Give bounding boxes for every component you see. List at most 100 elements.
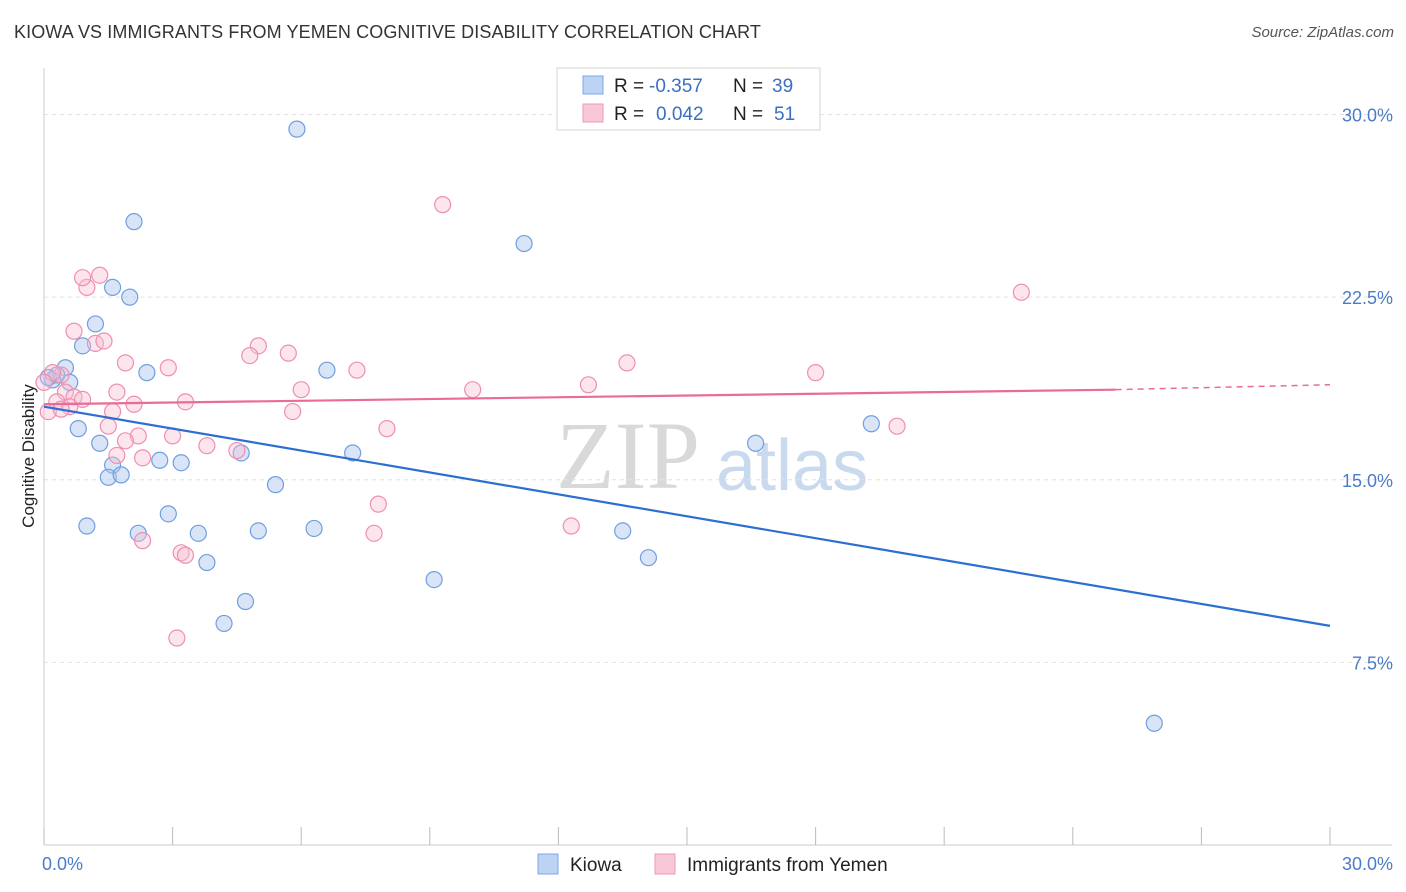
yemen-point-44 [133,532,152,550]
yemen-point-8 [249,337,267,355]
legend-n-value-kiowa: 39 [772,76,793,97]
yemen-point-7 [95,332,113,350]
legend-r-value-kiowa: -0.357 [649,76,703,97]
yemen-point-5 [65,322,83,340]
kiowa-point-26 [159,505,177,523]
y-tick-label-1: 15.0% [1342,471,1393,491]
x-tick-label-min: 0.0% [42,854,83,874]
kiowa-point-10 [138,364,156,382]
watermark-atlas: atlas [716,426,868,506]
kiowa-point-4 [121,288,139,306]
yemen-point-19 [464,381,482,399]
legend-r-value-yemen: 0.042 [656,104,704,125]
yemen-point-30 [284,402,302,421]
yemen-point-36 [198,437,216,455]
yemen-point-17 [806,364,825,382]
yemen-point-33 [129,427,147,445]
kiowa-point-11 [318,361,336,379]
kiowa-point-13 [69,420,87,438]
trend-lines [43,384,1331,627]
yemen-point-12 [43,364,62,382]
yemen-point-0 [434,196,452,214]
legend-r-label-kiowa: R = [614,76,644,97]
y-axis-label: Cognitive Disability [19,384,38,528]
yemen-point-10 [279,344,297,362]
bottom-legend-swatch-yemen [654,853,676,875]
kiowa-point-17 [112,466,130,484]
kiowa-point-0 [288,120,306,138]
yemen-point-48 [35,373,53,391]
kiowa-point-37 [1145,714,1163,732]
kiowa-point-3 [103,278,122,297]
kiowa-point-14 [91,434,109,452]
kiowa-point-29 [249,522,267,540]
kiowa-point-1 [125,213,143,231]
yemen-point-31 [378,420,396,438]
legend-n-label-yemen: N = [733,104,763,125]
yemen-point-26 [125,395,143,413]
kiowa-point-28 [189,524,207,542]
kiowa-point-34 [639,549,658,567]
kiowa-point-5 [86,315,105,333]
kiowa-point-33 [425,570,443,589]
kiowa-point-32 [198,553,216,572]
gridlines [44,114,1392,663]
watermark-zip: ZIP [556,402,700,509]
y-tick-label-0: 7.5% [1352,653,1393,673]
yemen-point-49 [73,390,92,409]
legend-box: R = -0.357 N = 39 R = 0.042 N = 51 [556,67,821,131]
yemen-point-9 [241,346,259,365]
yemen-point-32 [99,417,117,435]
bottom-legend: Kiowa Immigrants from Yemen [537,853,888,876]
x-tick-label-max: 30.0% [1342,854,1393,874]
legend-swatch-kiowa [582,75,604,95]
x-tick-labels: 0.0% 30.0% [42,854,1393,874]
yemen-point-16 [618,354,636,372]
y-tick-labels: 7.5% 15.0% 22.5% 30.0% [1342,106,1393,674]
yemen-point-38 [133,449,152,467]
kiowa-point-16 [99,468,117,486]
yemen-point-35 [116,432,135,450]
kiowa-point-18 [151,451,169,469]
yemen-point-20 [292,381,310,399]
kiowa-point-2 [515,234,533,253]
legend-r-label-yemen: R = [614,104,644,125]
yemen-point-2 [78,278,96,297]
chart-title: KIOWA VS IMMIGRANTS FROM YEMEN COGNITIVE… [14,22,761,42]
axes [43,68,1392,846]
bottom-legend-label-kiowa: Kiowa [570,855,622,876]
kiowa-point-35 [236,592,255,611]
yemen-point-46 [176,546,195,564]
kiowa-point-21 [344,444,362,462]
yemen-point-37 [228,441,246,460]
yemen-point-41 [369,495,387,513]
kiowa-point-31 [614,522,632,540]
kiowa-point-25 [78,517,96,535]
kiowa-point-23 [862,415,880,433]
kiowa-point-36 [215,614,233,633]
yemen-point-25 [108,383,126,401]
yemen-point-40 [888,417,906,435]
bottom-legend-swatch-kiowa [537,853,559,875]
yemen-point-3 [73,269,92,287]
source-credit: Source: ZipAtlas.com [1251,24,1394,41]
yemen-point-42 [562,517,580,535]
yemen-point-4 [1012,283,1030,301]
yemen-point-43 [365,524,383,542]
y-tick-label-3: 30.0% [1342,106,1393,126]
kiowa-point-6 [73,337,92,355]
yemen-point-13 [116,354,135,372]
yemen-point-39 [108,446,126,465]
legend-n-value-yemen: 51 [774,104,795,125]
legend-n-label-kiowa: N = [733,76,763,97]
legend-swatch-yemen [582,103,604,123]
kiowa-point-22 [746,434,765,452]
yemen-point-1 [91,266,109,284]
kiowa-trend-line [43,405,1331,627]
kiowa-point-19 [172,454,190,472]
kiowa-point-24 [266,476,285,494]
yemen-trend-line [43,388,1116,406]
yemen-point-47 [168,629,186,647]
yemen-point-18 [579,376,598,394]
y-tick-label-2: 22.5% [1342,288,1393,308]
